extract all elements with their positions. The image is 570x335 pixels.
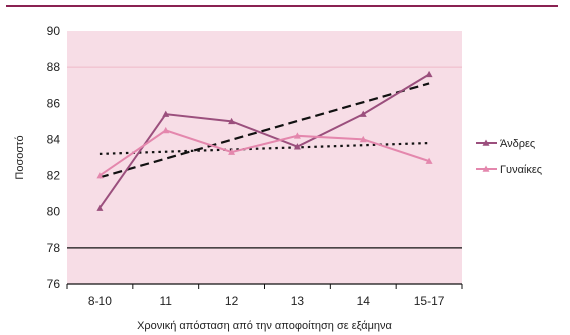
- data-point-Άνδρες-12: [228, 117, 236, 125]
- x-axis-title: Χρονική απόσταση από την αποφοίτηση σε ε…: [137, 320, 392, 332]
- data-point-Γυναίκες-11: [162, 126, 170, 134]
- series-line-Γυναίκες: [99, 129, 430, 177]
- series-line-Άνδρες: [99, 73, 430, 209]
- y-tick-label-86: 86: [47, 96, 61, 110]
- legend-marker-Γυναίκες: [482, 165, 490, 172]
- trendline-Γυναίκες: [99, 141, 430, 155]
- y-tick-label-90: 90: [47, 24, 61, 38]
- y-axis-title: Ποσοστό: [14, 135, 26, 179]
- data-point-Γυναίκες-15-17: [425, 157, 433, 164]
- y-tick-label-76: 76: [47, 277, 61, 291]
- y-axis-ticks: 76 78 80 82 84 86 88 90: [47, 24, 61, 291]
- x-tick-label-14: 14: [357, 294, 371, 308]
- legend: Άνδρες Γυναίκες: [476, 138, 542, 176]
- y-tick-label-78: 78: [47, 241, 61, 255]
- data-point-Άνδρες-11: [162, 110, 170, 117]
- x-tick-label-12: 12: [225, 294, 239, 308]
- x-tick-label-8-10: 8-10: [88, 294, 112, 308]
- data-point-Γυναίκες-8-10: [96, 172, 104, 179]
- legend-marker-Άνδρες: [482, 139, 490, 146]
- trendline-Άνδρες: [99, 82, 430, 179]
- trendlines: [99, 82, 430, 179]
- y-tick-label-84: 84: [47, 132, 61, 146]
- data-point-Άνδρες-15-17: [425, 70, 433, 78]
- data-point-Άνδρες-14: [359, 110, 367, 117]
- data-point-Γυναίκες-13: [293, 132, 301, 139]
- x-tick-label-11: 11: [160, 294, 173, 308]
- x-axis: [66, 283, 463, 289]
- y-tick-label-82: 82: [47, 169, 61, 183]
- x-tick-label-13: 13: [291, 294, 305, 308]
- y-tick-label-88: 88: [47, 60, 61, 74]
- legend-label-Γυναίκες: Γυναίκες: [500, 164, 542, 176]
- top-rule: [6, 5, 558, 7]
- data-point-Γυναίκες-14: [359, 135, 367, 143]
- x-axis-ticks: 8-10 11 12 13 14 15-17: [88, 294, 445, 308]
- reference-lines: [67, 66, 462, 249]
- data-point-Γυναίκες-12: [228, 148, 236, 155]
- data-series: [96, 70, 433, 211]
- plot-area: [67, 31, 462, 284]
- y-tick-label-80: 80: [47, 205, 61, 219]
- data-point-Άνδρες-13: [293, 143, 301, 150]
- legend-label-Άνδρες: Άνδρες: [500, 138, 535, 150]
- x-tick-label-15-17: 15-17: [414, 294, 445, 308]
- data-point-Άνδρες-8-10: [96, 204, 104, 211]
